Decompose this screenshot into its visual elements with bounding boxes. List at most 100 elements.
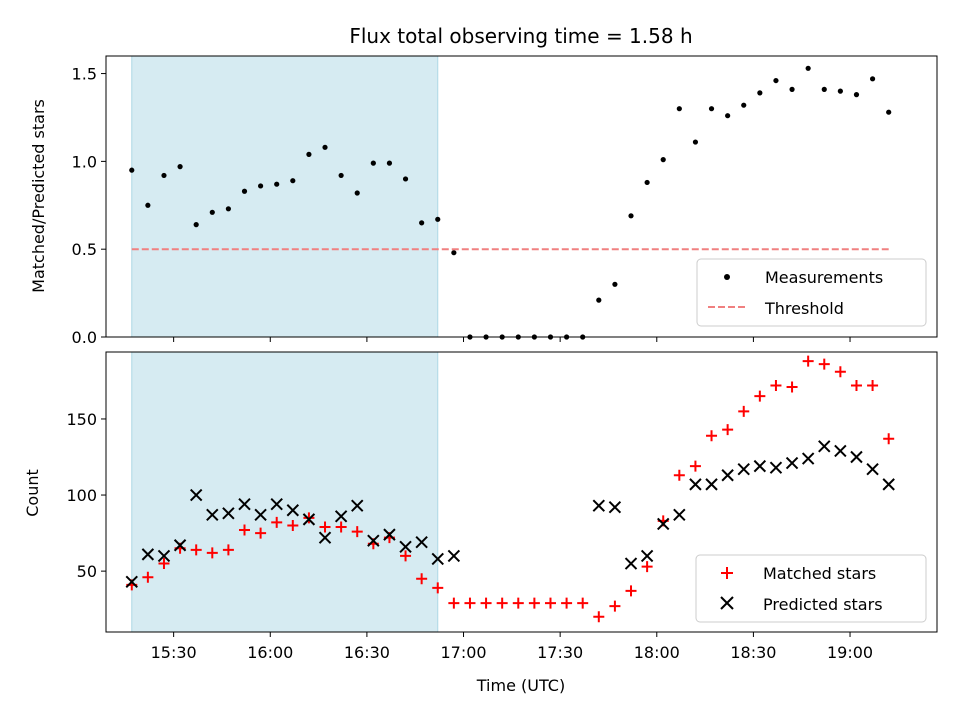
measurement-point <box>241 188 248 194</box>
legend-matched-label: Matched stars <box>763 564 876 583</box>
measurement-point <box>354 190 360 196</box>
measurement-point <box>708 106 715 112</box>
predicted-star-point <box>173 539 187 552</box>
measurement-point <box>290 178 296 184</box>
measurement-point <box>596 297 602 303</box>
matched-star-point <box>512 597 524 609</box>
measurement-point <box>821 86 827 92</box>
legend-predicted-label: Predicted stars <box>763 595 883 614</box>
matched-star-point <box>593 611 605 623</box>
measurement-point <box>177 164 183 170</box>
predicted-star-point <box>608 501 622 514</box>
predicted-star-point <box>818 440 831 453</box>
legend-measurements-label: Measurements <box>765 268 883 287</box>
predicted-star-point <box>673 508 686 522</box>
matched-star-point <box>738 405 750 417</box>
bottom-xlabel: Time (UTC) <box>476 676 565 695</box>
predicted-star-point <box>383 528 396 541</box>
predicted-star-point <box>351 499 364 512</box>
matched-star-point <box>287 519 299 531</box>
predicted-star-point <box>222 507 235 520</box>
matched-star-point <box>689 460 701 472</box>
predicted-star-point <box>302 513 316 526</box>
measurement-point <box>644 179 650 186</box>
predicted-star-point <box>624 557 638 570</box>
measurement-point <box>837 88 843 94</box>
predicted-star-point <box>254 508 267 522</box>
top-ylabel: Matched/Predicted stars <box>29 99 48 293</box>
predicted-star-point <box>801 452 815 465</box>
measurement-point <box>225 206 231 212</box>
bottom-xtick-label: 18:30 <box>730 643 776 662</box>
measurement-point <box>209 209 215 215</box>
matched-star-point <box>834 366 846 378</box>
matched-star-point <box>239 524 250 536</box>
measurement-point <box>306 151 312 157</box>
bottom-xtick-label: 17:00 <box>440 643 486 662</box>
measurement-point <box>322 144 328 150</box>
matched-star-point <box>625 585 637 597</box>
matched-star-point <box>255 527 267 539</box>
bottom-legend: Matched stars Predicted stars <box>695 554 927 623</box>
top-legend-box <box>696 258 927 327</box>
predicted-star-point <box>705 478 718 491</box>
bottom-ylabel: Count <box>23 469 42 517</box>
predicted-star-point <box>737 462 750 476</box>
matched-star-point <box>158 558 170 570</box>
measurement-point <box>370 160 376 166</box>
measurement-point <box>129 167 135 173</box>
matched-star-point <box>416 573 428 585</box>
measurement-point <box>435 216 441 222</box>
matched-star-point <box>206 547 218 559</box>
matched-star-point <box>464 597 476 609</box>
predicted-star-point <box>447 549 461 563</box>
top-legend: Measurements Threshold <box>696 258 927 327</box>
predicted-star-point <box>834 444 847 458</box>
matched-star-point <box>303 512 315 524</box>
bottom-xtick-label: 17:30 <box>537 643 583 662</box>
bottom-xtick-label: 18:00 <box>634 643 680 662</box>
matched-star-point <box>577 597 589 609</box>
predicted-star-point <box>270 497 283 511</box>
matched-star-point <box>190 544 202 556</box>
predicted-star-point <box>657 517 670 531</box>
legend-measurements-marker <box>724 274 730 280</box>
predicted-star-point <box>415 536 428 549</box>
top-ytick-label: 1.5 <box>72 65 97 84</box>
matched-star-point <box>351 526 363 538</box>
matched-star-point <box>335 521 347 533</box>
matched-star-point <box>754 390 766 402</box>
bottom-plot-frame <box>105 351 938 633</box>
predicted-star-point <box>189 488 203 502</box>
observing-window-top <box>131 55 439 338</box>
predicted-star-point <box>769 461 783 474</box>
top-ytick-label: 1.0 <box>72 152 97 171</box>
measurement-point <box>612 281 618 287</box>
predicted-star-point <box>125 575 138 588</box>
matched-star-point <box>528 597 540 609</box>
matched-star-point <box>480 597 492 609</box>
matched-star-point <box>609 600 621 612</box>
bottom-legend-box <box>695 554 927 623</box>
matched-star-point <box>561 597 573 609</box>
matched-star-point <box>883 433 895 445</box>
measurement-point <box>660 157 666 163</box>
bottom-ytick-label: 50 <box>77 562 97 581</box>
measurement-point <box>676 106 682 112</box>
matched-star-point <box>850 379 862 391</box>
bottom-xtick-label: 19:00 <box>827 643 873 662</box>
measurement-point <box>419 220 425 226</box>
predicted-star-point <box>318 531 332 544</box>
bottom-panel: 50 100 150 15:30 16:00 16:30 17:00 17:30 18:00 1… <box>23 351 938 695</box>
chart-title: Flux total observing time = 1.58 h <box>349 24 692 48</box>
matched-star-point <box>319 521 331 533</box>
predicted-star-point <box>334 510 348 523</box>
top-panel: 0.0 0.5 1.0 1.5 Matched/Predicted stars Mea… <box>29 55 938 347</box>
measurement-point <box>741 102 747 108</box>
predicted-star-point <box>238 497 251 511</box>
legend-matched-marker <box>721 567 733 579</box>
predicted-star-point <box>206 508 219 522</box>
matched-star-point <box>786 381 798 393</box>
predicted-star-point <box>785 456 799 470</box>
